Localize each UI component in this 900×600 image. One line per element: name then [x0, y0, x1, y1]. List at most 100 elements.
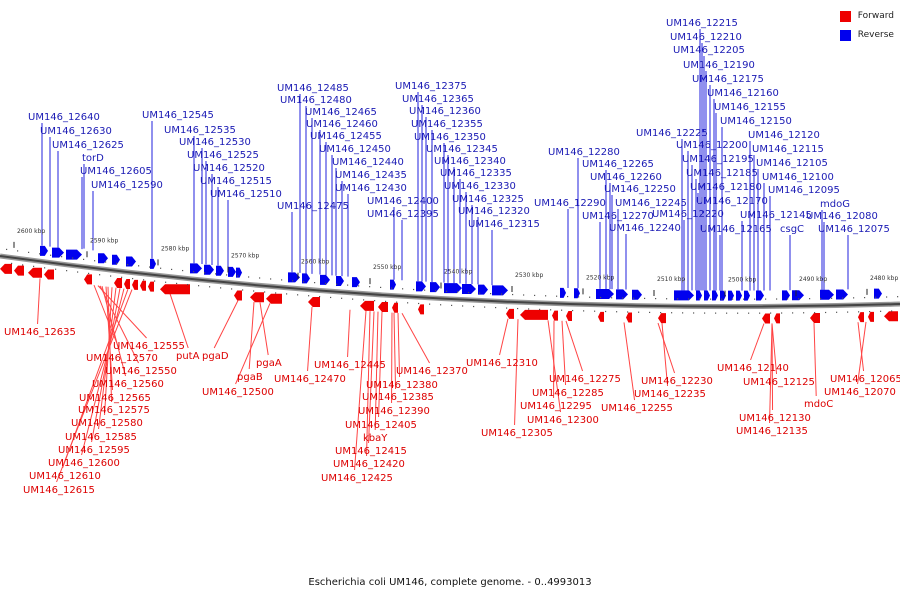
gene-label: UM146_12500	[202, 387, 274, 398]
backbone-dot	[182, 269, 184, 272]
backbone-dot	[391, 287, 393, 289]
label-leader-line	[81, 288, 125, 456]
gene-label: UM146_12165	[700, 224, 772, 235]
backbone-dot	[435, 290, 437, 292]
backbone-dot	[22, 264, 24, 266]
gene-label: UM146_12080	[806, 211, 878, 222]
backbone-dot	[567, 295, 569, 298]
gene-label: UM146_12515	[200, 176, 272, 187]
gene-label: UM146_12370	[396, 366, 468, 377]
backbone-dot	[446, 290, 448, 292]
forward-swatch	[839, 10, 851, 22]
gene-label: UM146_12565	[79, 393, 151, 404]
label-leader-line	[368, 311, 375, 444]
gene-label: UM146_12635	[4, 327, 76, 338]
backbone-dot	[336, 283, 338, 285]
forward-gene	[658, 313, 666, 324]
gene-label: UM146_12255	[601, 403, 673, 414]
tick-label: 2590 kbp	[90, 237, 118, 244]
backbone-dot	[847, 311, 849, 313]
gene-label: UM146_12150	[720, 116, 792, 127]
reverse-gene	[756, 290, 764, 301]
reverse-gene	[478, 284, 488, 295]
gene-label: UM146_12415	[335, 446, 407, 457]
backbone-dot	[259, 277, 261, 279]
legend-forward: Forward	[839, 8, 894, 24]
label-leader-line	[499, 318, 509, 356]
gene-label: UM146_12295	[520, 401, 592, 412]
backbone-dot	[781, 312, 783, 314]
gene-label: UM146_12580	[71, 418, 143, 429]
forward-gene	[566, 311, 572, 322]
backbone-dot	[611, 297, 613, 299]
backbone-dot	[578, 296, 580, 298]
backbone-dot	[616, 311, 618, 313]
tick-label: 2520 kbp	[586, 274, 614, 281]
backbone-dot	[297, 294, 299, 296]
reverse-gene	[204, 264, 214, 275]
gene-label: UM146_12545	[142, 110, 214, 121]
backbone-dot	[638, 311, 640, 313]
backbone-dot	[622, 297, 624, 299]
backbone-dot	[506, 307, 508, 309]
gene-label: UM146_12440	[332, 157, 404, 168]
backbone-dot	[220, 287, 222, 289]
reverse-gene	[66, 249, 82, 260]
backbone-dot	[413, 288, 415, 291]
backbone-dot	[77, 271, 79, 273]
backbone-dot	[105, 261, 107, 263]
backbone-dot	[314, 282, 316, 284]
tick-label: 2580 kbp	[161, 245, 189, 252]
reverse-gene	[744, 290, 750, 301]
backbone-dot	[121, 276, 123, 278]
reverse-gene	[736, 290, 742, 301]
backbone-dot	[897, 296, 899, 298]
backbone-dot	[341, 297, 343, 299]
backbone-dot	[308, 295, 310, 297]
backbone-dot	[666, 298, 668, 300]
gene-label: UM146_12460	[306, 119, 378, 130]
label-leader-line	[366, 311, 371, 457]
gene-label: UM146_12435	[335, 170, 407, 181]
backbone-dot	[490, 292, 492, 295]
backbone-dot	[737, 312, 739, 314]
backbone-dot	[765, 298, 767, 300]
forward-gene	[308, 297, 320, 308]
backbone-dot	[875, 296, 877, 298]
gene-label: UM146_12215	[666, 18, 738, 29]
gene-label: UM146_12190	[683, 60, 755, 71]
reverse-gene	[444, 283, 462, 294]
gene-label: UM146_12450	[319, 144, 391, 155]
reverse-gene	[792, 290, 804, 301]
backbone-dot	[237, 275, 239, 277]
backbone-dot	[809, 298, 811, 300]
legend-reverse-label: Reverse	[857, 30, 894, 40]
gene-label: UM146_12480	[280, 95, 352, 106]
backbone-dot	[402, 288, 404, 290]
reverse-gene	[874, 288, 882, 299]
backbone-dot	[891, 310, 893, 312]
gene-label: UM146_12065	[830, 374, 900, 385]
legend-forward-label: Forward	[857, 11, 894, 21]
backbone-dot	[363, 299, 365, 301]
gene-label: UM146_12285	[532, 388, 604, 399]
backbone-dot	[550, 309, 552, 311]
forward-gene	[234, 290, 242, 301]
reverse-gene	[126, 256, 136, 267]
backbone-dot	[649, 311, 651, 314]
gene-label: UM146_12170	[696, 196, 768, 207]
gene-label: UM146_12200	[676, 140, 748, 151]
reverse-gene	[52, 247, 64, 258]
gene-label: UM146_12205	[673, 45, 745, 56]
tick-label: 2550 kbp	[373, 264, 401, 271]
reverse-gene	[112, 254, 120, 265]
gene-label: UM146_12135	[736, 426, 808, 437]
backbone-dot	[374, 300, 376, 302]
gene-label: UM146_12275	[549, 374, 621, 385]
tick-label: 2480 kbp	[870, 275, 898, 282]
reverse-gene	[820, 289, 834, 300]
gene-label: UM146_12400	[367, 196, 439, 207]
reverse-gene	[40, 245, 48, 256]
tick-label: 2510 kbp	[657, 276, 685, 283]
backbone-dot	[242, 289, 244, 291]
